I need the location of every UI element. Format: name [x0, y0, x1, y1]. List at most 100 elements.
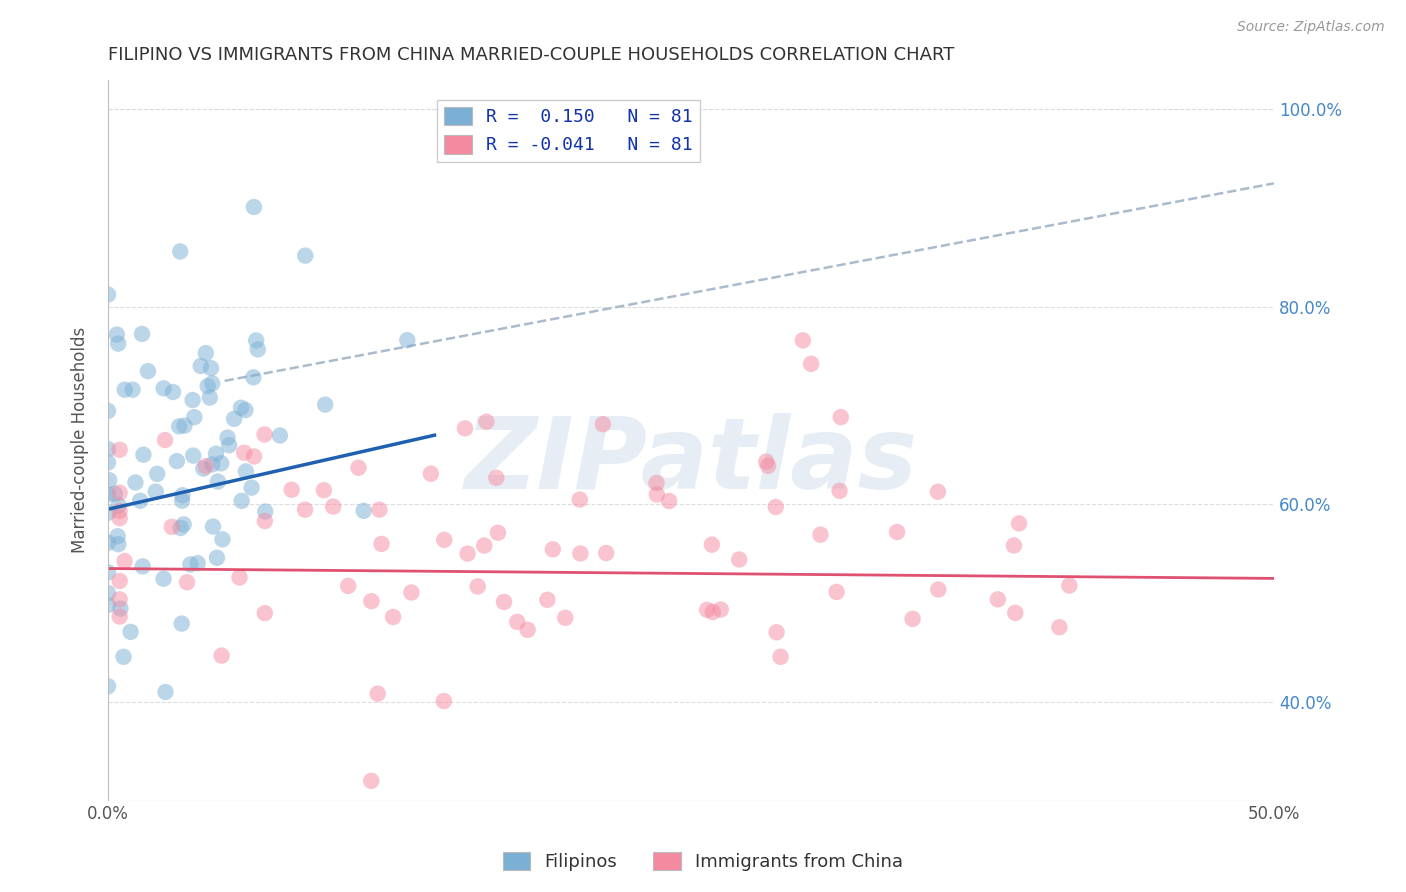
Point — [107, 336, 129, 351]
Point — [97, 566, 120, 580]
Point — [146, 467, 169, 481]
Point — [145, 484, 167, 499]
Point — [382, 610, 405, 624]
Point — [181, 449, 204, 463]
Point — [120, 624, 142, 639]
Point — [152, 572, 174, 586]
Point — [472, 539, 495, 553]
Point — [486, 525, 509, 540]
Point — [190, 359, 212, 373]
Text: Source: ZipAtlas.com: Source: ZipAtlas.com — [1237, 20, 1385, 34]
Point — [198, 391, 221, 405]
Point — [136, 364, 159, 378]
Point — [121, 383, 143, 397]
Text: FILIPINO VS IMMIGRANTS FROM CHINA MARRIED-COUPLE HOUSEHOLDS CORRELATION CHART: FILIPINO VS IMMIGRANTS FROM CHINA MARRIE… — [108, 46, 955, 64]
Point — [269, 428, 291, 442]
Point — [314, 398, 336, 412]
Point — [242, 370, 264, 384]
Point — [235, 403, 257, 417]
Point — [475, 415, 498, 429]
Point — [700, 538, 723, 552]
Point — [1004, 606, 1026, 620]
Point — [253, 427, 276, 442]
Point — [825, 585, 848, 599]
Point — [169, 244, 191, 259]
Point — [131, 326, 153, 341]
Point — [658, 494, 681, 508]
Point — [728, 552, 751, 566]
Point — [253, 514, 276, 528]
Point — [454, 421, 477, 435]
Point — [197, 379, 219, 393]
Point — [153, 433, 176, 447]
Point — [810, 527, 832, 541]
Point — [243, 450, 266, 464]
Point — [97, 506, 120, 520]
Point — [229, 401, 252, 415]
Point — [110, 601, 132, 615]
Point — [927, 484, 949, 499]
Point — [107, 529, 129, 543]
Point — [765, 500, 787, 514]
Point — [769, 649, 792, 664]
Point — [108, 609, 131, 624]
Point — [97, 535, 120, 549]
Point — [360, 773, 382, 788]
Point — [108, 485, 131, 500]
Point — [243, 200, 266, 214]
Point — [173, 418, 195, 433]
Point — [98, 473, 121, 487]
Point — [1059, 578, 1081, 592]
Point — [485, 471, 508, 485]
Point — [108, 592, 131, 607]
Point — [108, 504, 131, 518]
Point — [592, 417, 614, 432]
Point — [280, 483, 302, 497]
Point — [205, 447, 228, 461]
Point — [353, 504, 375, 518]
Point — [201, 519, 224, 533]
Point — [401, 585, 423, 599]
Point — [245, 334, 267, 348]
Point — [370, 537, 392, 551]
Point — [536, 592, 558, 607]
Point — [696, 603, 718, 617]
Point — [107, 537, 129, 551]
Point — [205, 550, 228, 565]
Point — [217, 431, 239, 445]
Point — [457, 547, 479, 561]
Point — [194, 459, 217, 474]
Point — [792, 334, 814, 348]
Point — [124, 475, 146, 490]
Point — [97, 586, 120, 600]
Point — [800, 357, 823, 371]
Point — [179, 558, 201, 572]
Point — [218, 438, 240, 452]
Point — [160, 520, 183, 534]
Point — [114, 383, 136, 397]
Point — [419, 467, 441, 481]
Point — [1002, 539, 1025, 553]
Point — [183, 410, 205, 425]
Point — [112, 649, 135, 664]
Point — [433, 533, 456, 547]
Point — [105, 327, 128, 342]
Point — [492, 595, 515, 609]
Point — [702, 605, 724, 619]
Point — [467, 579, 489, 593]
Point — [97, 487, 120, 501]
Point — [1008, 516, 1031, 531]
Point — [360, 594, 382, 608]
Point — [181, 392, 204, 407]
Legend: R =  0.150   N = 81, R = -0.041   N = 81: R = 0.150 N = 81, R = -0.041 N = 81 — [437, 100, 700, 161]
Point — [193, 461, 215, 475]
Point — [97, 679, 120, 693]
Point — [541, 542, 564, 557]
Point — [294, 502, 316, 516]
Point — [200, 361, 222, 376]
Point — [312, 483, 335, 498]
Point — [201, 376, 224, 391]
Point — [569, 546, 592, 560]
Point — [645, 475, 668, 490]
Point — [253, 606, 276, 620]
